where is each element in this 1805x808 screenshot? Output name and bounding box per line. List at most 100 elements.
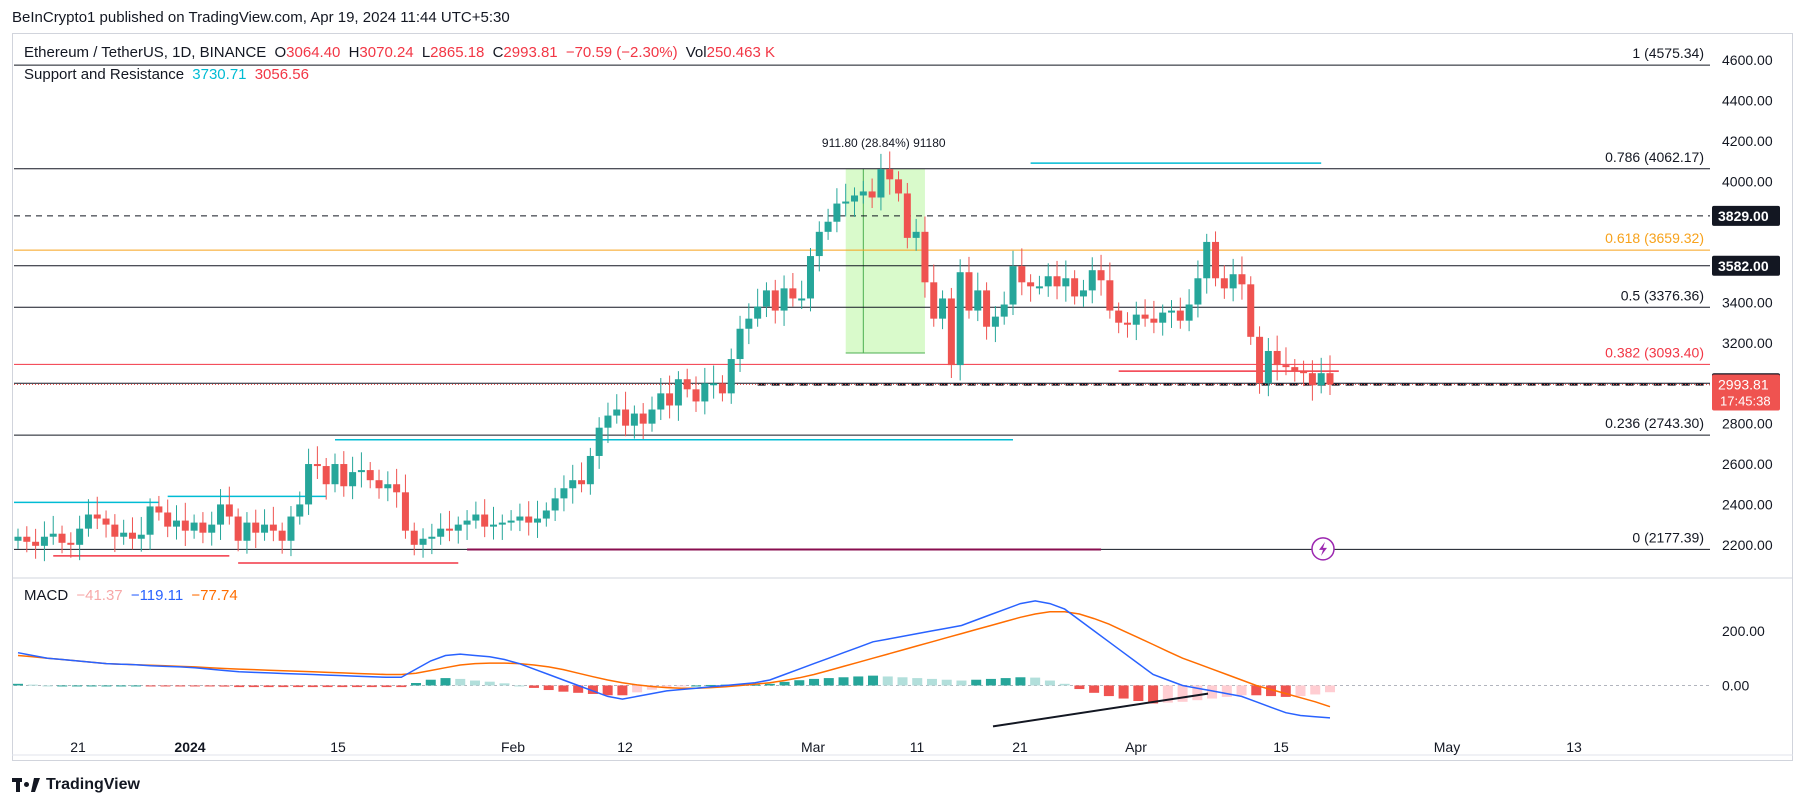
candle-body bbox=[560, 488, 568, 499]
candle-body bbox=[67, 542, 75, 545]
candle-body bbox=[296, 504, 304, 517]
candle-body bbox=[93, 514, 101, 519]
candle-body bbox=[551, 498, 559, 511]
macd-histogram-bar bbox=[691, 685, 702, 687]
candle-body bbox=[1159, 312, 1167, 323]
price-axis-tick: 4400.00 bbox=[1722, 93, 1773, 109]
symbol-legend: Ethereum / TetherUS, 1D, BINANCE O3064.4… bbox=[24, 44, 776, 61]
macd-histogram-bar bbox=[853, 676, 864, 686]
candle-body bbox=[859, 191, 867, 196]
macd-histogram-bar bbox=[57, 685, 68, 687]
candle-body bbox=[472, 514, 480, 521]
macd-histogram-bar bbox=[1295, 685, 1306, 697]
macd-histogram-bar bbox=[469, 680, 480, 686]
candle-body bbox=[815, 231, 823, 257]
candle-body bbox=[1308, 373, 1316, 386]
candle-body bbox=[1194, 278, 1202, 305]
macd-histogram-bar bbox=[661, 685, 672, 688]
candle-body bbox=[481, 514, 489, 527]
macd-histogram-bar bbox=[204, 685, 215, 687]
macd-line bbox=[17, 600, 1331, 719]
macd-histogram-bar bbox=[366, 685, 377, 688]
macd-histogram-bar bbox=[145, 685, 156, 687]
macd-histogram-bar bbox=[676, 685, 687, 687]
candle-body bbox=[806, 256, 814, 299]
candle-body bbox=[190, 522, 198, 531]
time-axis-tick: 15 bbox=[330, 739, 346, 755]
candle-body bbox=[23, 536, 31, 542]
macd-histogram-bar bbox=[1015, 677, 1026, 686]
time-axis-tick: 21 bbox=[1012, 739, 1028, 755]
macd-histogram-bar bbox=[1310, 685, 1321, 695]
candle-body bbox=[1115, 310, 1123, 323]
macd-histogram-bar bbox=[543, 685, 554, 691]
candle-body bbox=[736, 328, 744, 360]
macd-histogram-bar bbox=[1074, 685, 1085, 690]
macd-histogram-bar bbox=[514, 685, 525, 687]
macd-histogram-bar bbox=[912, 678, 923, 686]
macd-signal-line bbox=[17, 611, 1331, 708]
macd-histogram-bar bbox=[882, 676, 893, 686]
candle-body bbox=[718, 383, 726, 394]
indicator-legend: Support and Resistance 3730.71 3056.56 bbox=[24, 66, 313, 83]
macd-histogram-bar bbox=[352, 685, 363, 688]
price-axis-tick: 2400.00 bbox=[1722, 496, 1773, 512]
candle-body bbox=[842, 201, 850, 204]
candle-body bbox=[622, 409, 630, 426]
lightning-glyph bbox=[1319, 541, 1327, 556]
candle-body bbox=[243, 522, 251, 541]
change-value: −70.59 (−2.30%) bbox=[565, 44, 678, 61]
candle-body bbox=[1291, 367, 1299, 372]
close-value: 2993.81 bbox=[503, 44, 558, 61]
candle-body bbox=[172, 520, 180, 527]
candle-body bbox=[1185, 304, 1193, 321]
candle-body bbox=[824, 221, 832, 232]
macd-histogram-bar bbox=[381, 685, 392, 688]
candle-body bbox=[181, 520, 189, 531]
macd-histogram-bar bbox=[941, 679, 952, 686]
indicator-name[interactable]: Support and Resistance bbox=[24, 66, 185, 83]
macd-histogram-bar bbox=[293, 685, 304, 688]
candle-body bbox=[780, 288, 788, 311]
fib-level-label: 0.618 (3659.32) bbox=[1605, 230, 1704, 246]
symbol-name[interactable]: Ethereum / TetherUS, 1D, BINANCE bbox=[24, 44, 267, 61]
candle-body bbox=[762, 290, 770, 307]
macd-histogram-bar bbox=[1030, 677, 1041, 686]
low-value: 2865.18 bbox=[430, 44, 485, 61]
fib-level-label: 0.786 (4062.17) bbox=[1605, 149, 1704, 165]
candle-body bbox=[965, 272, 973, 311]
macd-histogram-bar bbox=[263, 685, 274, 688]
macd-signal-value: −77.74 bbox=[191, 587, 238, 604]
candle-body bbox=[1132, 314, 1140, 325]
price-axis-tick: 2800.00 bbox=[1722, 416, 1773, 432]
tradingview-icon bbox=[12, 778, 40, 792]
fib-level-label: 0.5 (3376.36) bbox=[1621, 287, 1704, 303]
candle-body bbox=[1009, 266, 1017, 305]
candle-body bbox=[1097, 270, 1105, 281]
candle-body bbox=[331, 464, 339, 485]
tradingview-logo[interactable]: TradingView bbox=[12, 776, 140, 794]
candle-body bbox=[437, 528, 445, 537]
candle-body bbox=[349, 472, 357, 487]
candle-body bbox=[1238, 274, 1246, 285]
candle-body bbox=[1018, 266, 1026, 283]
price-tag-box bbox=[1712, 205, 1780, 226]
macd-name[interactable]: MACD bbox=[24, 587, 69, 604]
candle-body bbox=[903, 193, 911, 238]
macd-histogram-bar bbox=[322, 685, 333, 688]
candle-body bbox=[1176, 310, 1184, 321]
candle-body bbox=[666, 393, 674, 406]
candle-body bbox=[1150, 318, 1158, 323]
publisher-line: BeInCrypto1 published on TradingView.com… bbox=[12, 9, 510, 26]
macd-histogram-bar bbox=[86, 685, 97, 687]
candle-body bbox=[771, 290, 779, 311]
fib-level-label: 0.382 (3093.40) bbox=[1605, 344, 1704, 360]
macd-histogram-bar bbox=[779, 681, 790, 686]
macd-histogram-bar bbox=[617, 685, 628, 696]
fib-level-label: 0 (2177.39) bbox=[1632, 529, 1704, 545]
macd-histogram-bar bbox=[307, 685, 318, 688]
time-axis-tick: 11 bbox=[910, 739, 925, 755]
candle-body bbox=[525, 516, 533, 523]
price-tag-box bbox=[1712, 255, 1780, 276]
